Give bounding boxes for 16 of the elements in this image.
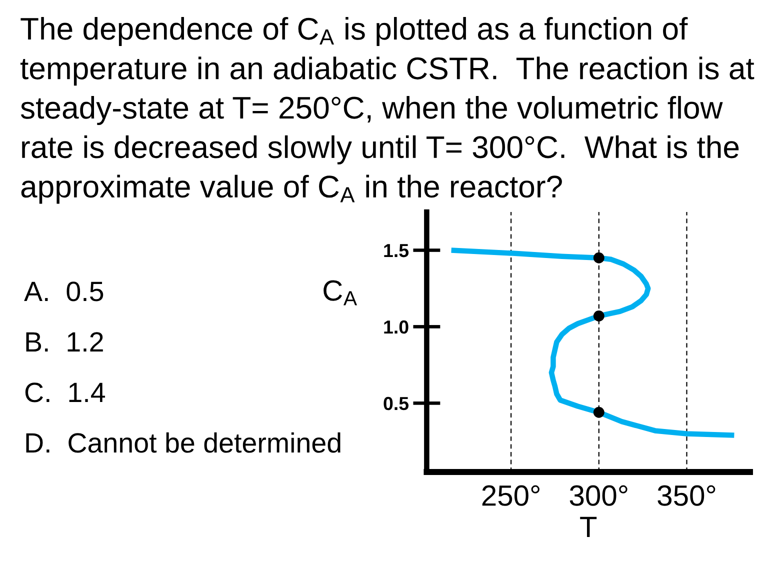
point <box>593 252 604 264</box>
text: B. 1.2 <box>26 332 103 352</box>
x-tick-label: 250° <box>482 485 540 506</box>
x-axis-title: T <box>580 516 597 537</box>
text: D. Cannot be determined <box>26 432 340 453</box>
chart-title: The dependence of C$_{A}$ is plotted as a function of temperature in an adiabatic CSTR. The reaction is at steady-state at T= 250°C, when the volumetric flow rate is decreased slowly until T= 300°C. What is the approximate value of C$_{A}$ in the reactor? <box>20 17 754 204</box>
y-axis-title: C$_{A}$ <box>324 280 358 306</box>
y-tick-label: 1.0 <box>384 320 408 334</box>
point <box>593 406 604 418</box>
text: A. 0.5 <box>24 282 104 302</box>
y-tick-label: 0.5 <box>384 396 409 410</box>
x-tick-label: 350° <box>658 485 716 506</box>
text: C. 1.4 <box>25 382 106 402</box>
y-tick-label: 1.5 <box>384 244 409 258</box>
point <box>593 310 604 322</box>
x-tick-label: 300° <box>570 485 628 506</box>
